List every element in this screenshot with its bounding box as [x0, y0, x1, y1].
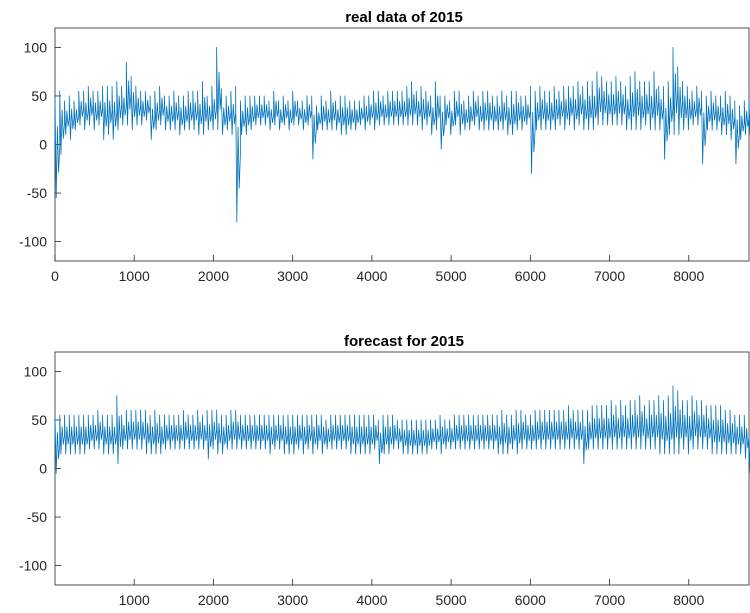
top-chart-x-tick-label: 4000: [356, 268, 387, 284]
top-chart-x-tick-label: 6000: [515, 268, 546, 284]
bottom-chart-x-tick-label: 3000: [277, 592, 308, 608]
top-chart-x-tick-label: 2000: [198, 268, 229, 284]
top-chart-y-tick-label: -100: [19, 234, 47, 250]
top-chart-y-tick-label: 0: [39, 137, 47, 153]
bottom-chart-y-tick-label: -50: [27, 509, 47, 525]
bottom-chart-title: forecast for 2015: [344, 333, 464, 350]
top-chart-y-tick-label: 50: [31, 88, 47, 104]
bottom-chart-axes-box: [54, 351, 750, 586]
bottom-chart-series-line: [54, 385, 750, 474]
top-chart-y-tick-label: -50: [27, 185, 47, 201]
top-chart-x-tick-label: 5000: [436, 268, 467, 284]
top-chart-x-tick-label: 1000: [119, 268, 150, 284]
bottom-chart-x-tick-label: 4000: [356, 592, 387, 608]
top-chart-series-line: [54, 47, 750, 223]
top-chart-panel: real data of 2015 0 1000 2000 3000 4000 5000 6…: [19, 9, 750, 284]
top-chart-x-tick-label: 7000: [594, 268, 625, 284]
bottom-chart-y-tick-label: 0: [39, 461, 47, 477]
bottom-chart-panel: forecast for 2015 1000 2000 3000 4000 5000 60…: [19, 333, 750, 608]
bottom-chart-x-tick-label: 6000: [515, 592, 546, 608]
top-chart-x-tick-label: 8000: [673, 268, 704, 284]
bottom-chart-x-tick-label: 1000: [119, 592, 150, 608]
bottom-chart-x-tick-label: 7000: [594, 592, 625, 608]
bottom-chart-y-tick-label: 100: [24, 363, 48, 379]
top-chart-y-tick-label: 100: [24, 39, 48, 55]
top-chart-x-tick-label: 0: [51, 268, 59, 284]
bottom-chart-x-tick-label: 5000: [436, 592, 467, 608]
top-chart-axes-box: [54, 27, 750, 262]
bottom-chart-y-tick-label: 50: [31, 412, 47, 428]
bottom-chart-x-tick-label: 2000: [198, 592, 229, 608]
top-chart-ticks: 0 1000 2000 3000 4000 5000 6000 7000 8000-100-50…: [19, 39, 705, 284]
bottom-chart-y-tick-label: -100: [19, 558, 47, 574]
bottom-chart-x-tick-label: 8000: [673, 592, 704, 608]
top-chart-title: real data of 2015: [345, 9, 463, 26]
bottom-chart-ticks: 1000 2000 3000 4000 5000 6000 7000 8000 -100 -50 0…: [19, 363, 705, 608]
top-chart-x-tick-label: 3000: [277, 268, 308, 284]
